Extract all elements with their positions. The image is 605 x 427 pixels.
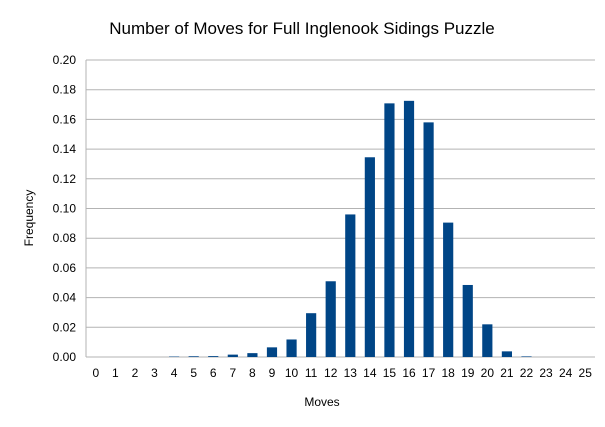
chart-title: Number of Moves for Full Inglenook Sidin… <box>109 19 495 38</box>
x-tick-label: 14 <box>363 366 377 380</box>
x-tick-label: 2 <box>132 366 139 380</box>
x-tick-label: 10 <box>285 366 299 380</box>
x-tick-label: 11 <box>305 366 318 380</box>
y-tick-label: 0.16 <box>53 112 77 126</box>
bar-21 <box>501 351 512 357</box>
bar-22 <box>521 356 532 357</box>
x-tick-label: 1 <box>112 366 119 380</box>
bar-18 <box>443 222 454 357</box>
bar-9 <box>266 347 278 357</box>
x-tick-label: 8 <box>249 366 256 380</box>
y-tick-label: 0.18 <box>53 83 77 97</box>
bar-16 <box>403 100 415 358</box>
x-tick-label: 21 <box>500 366 514 380</box>
bar-12 <box>325 281 336 357</box>
x-axis-label: Moves <box>304 395 339 409</box>
x-tick-label: 20 <box>481 366 495 380</box>
y-axis-label: Frequency <box>22 190 36 247</box>
y-tick-label: 0.02 <box>53 320 77 334</box>
y-tick-label: 0.08 <box>53 231 77 245</box>
bar-7 <box>227 354 238 357</box>
bars <box>169 100 532 358</box>
bar-13 <box>345 214 356 357</box>
x-tick-label: 5 <box>190 366 197 380</box>
x-tick-label: 23 <box>539 366 553 380</box>
gridlines <box>86 59 595 358</box>
x-tick-label: 19 <box>461 366 475 380</box>
bar-8 <box>247 353 258 357</box>
bar-10 <box>286 339 297 357</box>
y-tick-label: 0.10 <box>53 202 77 216</box>
x-tick-label: 18 <box>441 366 455 380</box>
bar-15 <box>384 103 395 357</box>
y-tick-labels: 0.00 0.02 0.04 0.06 0.08 0.10 0.12 0.14 0.16 0.18… <box>53 53 77 364</box>
x-tick-label: 17 <box>422 366 436 380</box>
bar-20 <box>482 324 493 357</box>
x-tick-label: 24 <box>559 366 573 380</box>
bar-11 <box>306 313 317 357</box>
y-tick-label: 0.06 <box>53 261 77 275</box>
x-tick-label: 9 <box>269 366 276 380</box>
x-tick-label: 15 <box>383 366 397 380</box>
y-tick-label: 0.04 <box>53 291 77 305</box>
bar-19 <box>462 284 473 357</box>
x-tick-label: 12 <box>324 366 338 380</box>
x-tick-label: 0 <box>92 366 99 380</box>
x-tick-label: 7 <box>229 366 236 380</box>
y-tick-label: 0.20 <box>53 53 77 67</box>
x-tick-label: 3 <box>151 366 158 380</box>
bar-14 <box>364 157 375 357</box>
x-tick-labels: 0 1 2 3 4 5 6 7 8 9 10 11 12 13 14 15 16 17 18 19 20 21 22 23 24… <box>92 366 592 380</box>
bar-6 <box>208 356 219 357</box>
x-tick-label: 25 <box>579 366 593 380</box>
y-tick-label: 0.12 <box>53 172 77 186</box>
y-tick-label: 0.14 <box>53 142 77 156</box>
x-tick-label: 4 <box>171 366 178 380</box>
y-tick-label: 0.00 <box>53 350 77 364</box>
x-tick-label: 13 <box>344 366 358 380</box>
bar-5 <box>188 356 199 357</box>
x-tick-label: 22 <box>520 366 534 380</box>
x-tick-label: 6 <box>210 366 217 380</box>
x-tick-label: 16 <box>402 366 416 380</box>
bar-17 <box>423 122 434 358</box>
